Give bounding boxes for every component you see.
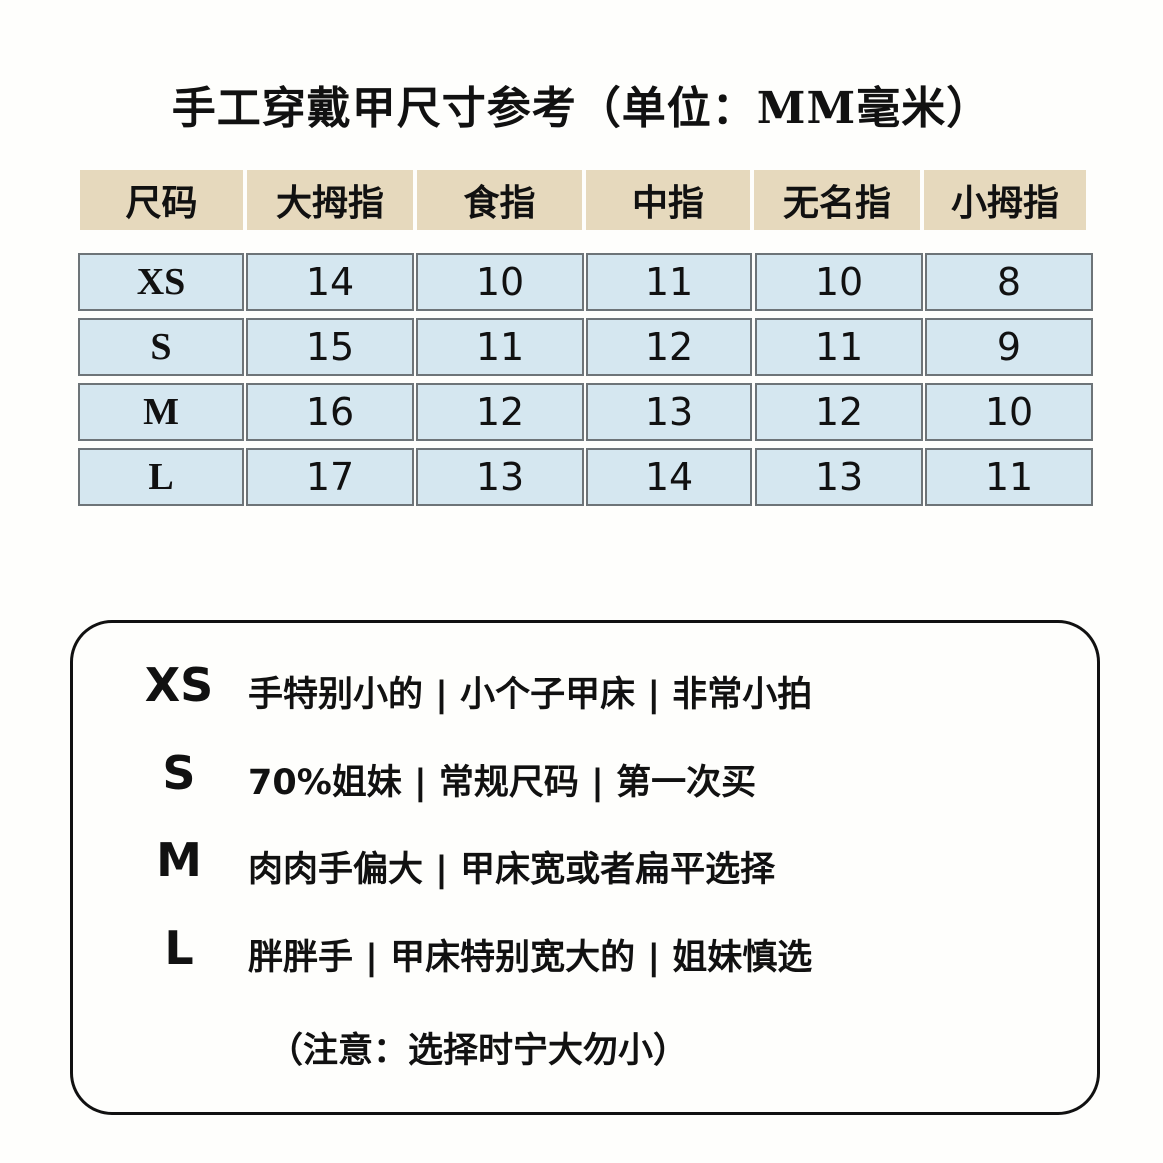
- measurement-cell: 10: [416, 253, 584, 311]
- size-cell: M: [78, 383, 244, 441]
- measurement-cell: 11: [925, 448, 1093, 506]
- column-header: 尺码: [80, 170, 243, 230]
- guide-description: 肉肉手偏大 | 甲床宽或者扁平选择: [248, 850, 776, 890]
- measurement-cell: 10: [755, 253, 923, 311]
- measurement-cell: 14: [246, 253, 414, 311]
- guide-size-label: L: [164, 921, 194, 975]
- measurement-cell: 13: [416, 448, 584, 506]
- guide-description: 胖胖手 | 甲床特别宽大的 | 姐妹慎选: [248, 938, 813, 978]
- measurement-cell: 8: [925, 253, 1093, 311]
- measurement-cell: 16: [246, 383, 414, 441]
- measurement-cell: 12: [586, 318, 752, 376]
- guide-description: 手特别小的 | 小个子甲床 | 非常小拍: [248, 675, 813, 715]
- measurement-cell: 17: [246, 448, 414, 506]
- measurement-cell: 12: [416, 383, 584, 441]
- size-cell: L: [78, 448, 244, 506]
- column-header: 无名指: [754, 170, 920, 230]
- measurement-cell: 11: [586, 253, 752, 311]
- measurement-cell: 11: [416, 318, 584, 376]
- guide-size-label: M: [156, 833, 202, 887]
- measurement-cell: 9: [925, 318, 1093, 376]
- measurement-cell: 11: [755, 318, 923, 376]
- size-guide-box: [70, 620, 1100, 1115]
- measurement-cell: 13: [586, 383, 752, 441]
- column-header: 中指: [586, 170, 750, 230]
- guide-size-label: XS: [144, 658, 214, 712]
- measurement-cell: 13: [755, 448, 923, 506]
- column-header: 大拇指: [247, 170, 413, 230]
- column-header: 食指: [417, 170, 582, 230]
- measurement-cell: 10: [925, 383, 1093, 441]
- size-cell: XS: [78, 253, 244, 311]
- guide-note: （注意：选择时宁大勿小）: [268, 1031, 689, 1071]
- measurement-cell: 15: [246, 318, 414, 376]
- size-cell: S: [78, 318, 244, 376]
- page-title: 手工穿戴甲尺寸参考（单位：MM毫米）: [171, 83, 992, 134]
- column-header: 小拇指: [924, 170, 1086, 230]
- measurement-cell: 12: [755, 383, 923, 441]
- guide-description: 70%姐妹 | 常规尺码 | 第一次买: [248, 763, 757, 803]
- measurement-cell: 14: [586, 448, 752, 506]
- guide-size-label: S: [162, 746, 196, 800]
